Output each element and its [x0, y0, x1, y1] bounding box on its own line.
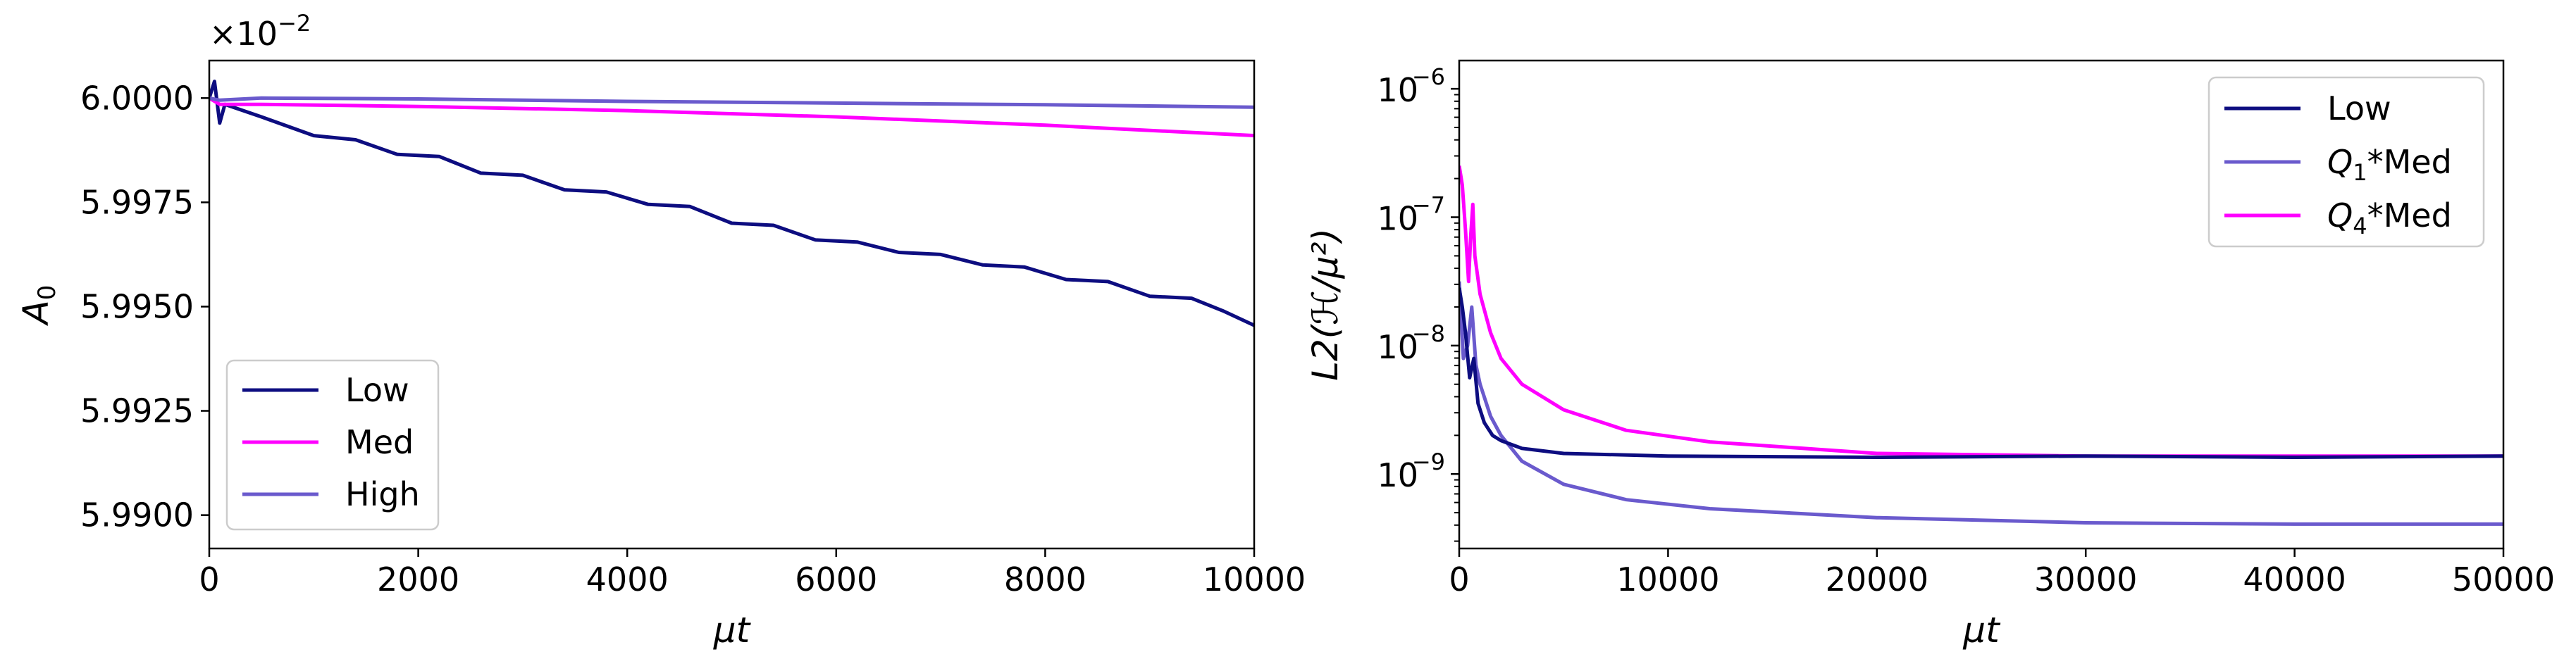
x-tick-label: 2000 [377, 560, 459, 598]
y-tick-exponent: −9 [1412, 449, 1445, 475]
x-tick-label: 20000 [1826, 560, 1928, 598]
legend-label-q1-med: Q1*Med [2327, 143, 2452, 186]
x-tick-label: 40000 [2243, 560, 2346, 598]
x-tick-label: 4000 [586, 560, 669, 598]
offset-text: ×10−2 [209, 10, 311, 53]
y-tick-label: 5.9900 [80, 496, 194, 534]
chart-l2: 0 10000 20000 30000 40000 5000010−910−810−710… [1305, 59, 2555, 651]
y-tick-exponent: −7 [1412, 192, 1445, 218]
series-line-low [209, 80, 1254, 327]
series-line-med [209, 96, 1254, 138]
y-tick-label: 10 [1377, 456, 1418, 494]
legend: Low Q1*Med Q4*Med [2207, 76, 2485, 248]
series-line-high [209, 96, 1254, 109]
x-axis-label: μt [713, 610, 752, 651]
chart-a0: 0 2000 4000 6000 8000 10000 5.9900 5.9925 5.9950… [16, 10, 1306, 651]
y-axis-label: L2(ℋ/μ²) [1305, 228, 1346, 381]
y-tick-label: 5.9975 [80, 183, 194, 221]
legend-label-med: Med [345, 423, 414, 461]
plot-frame [1458, 59, 2505, 550]
plot-frame [208, 59, 1256, 550]
x-tick-label: 8000 [1004, 560, 1086, 598]
legend-label-high: High [345, 475, 420, 513]
series-line-low [1459, 287, 2503, 459]
legend-box [2207, 76, 2485, 248]
legend-box [225, 359, 440, 531]
x-axis-label: μt [1962, 610, 2001, 651]
series-lines [1459, 165, 2503, 526]
x-tick-label: 10000 [1203, 560, 1306, 598]
x-tick-label: 30000 [2034, 560, 2137, 598]
x-tick-label: 6000 [795, 560, 877, 598]
y-tick-label: 5.9925 [80, 392, 194, 430]
legend-label-q4-med: Q4*Med [2327, 196, 2452, 239]
legend: Low Med High [225, 359, 440, 531]
y-axis-label: A0 [16, 285, 61, 327]
x-tick-label: 10000 [1616, 560, 1719, 598]
y-tick-label: 10 [1377, 328, 1418, 366]
y-tick-label: 5.9950 [80, 287, 194, 325]
x-tick-label: 50000 [2452, 560, 2555, 598]
series-lines [209, 80, 1254, 327]
y-tick-label: 10 [1377, 71, 1418, 109]
series-line-q4-med [1459, 165, 2503, 458]
y-tick-exponent: −6 [1412, 63, 1445, 90]
series-line-q1-med [1459, 281, 2503, 526]
y-tick-label: 10 [1377, 199, 1418, 237]
x-tick-label: 0 [1449, 560, 1469, 598]
y-tick-exponent: −8 [1412, 320, 1445, 347]
y-tick-label: 6.0000 [80, 79, 194, 117]
x-tick-label: 0 [199, 560, 219, 598]
legend-label-low: Low [2327, 89, 2391, 127]
legend-label-low: Low [345, 371, 409, 409]
